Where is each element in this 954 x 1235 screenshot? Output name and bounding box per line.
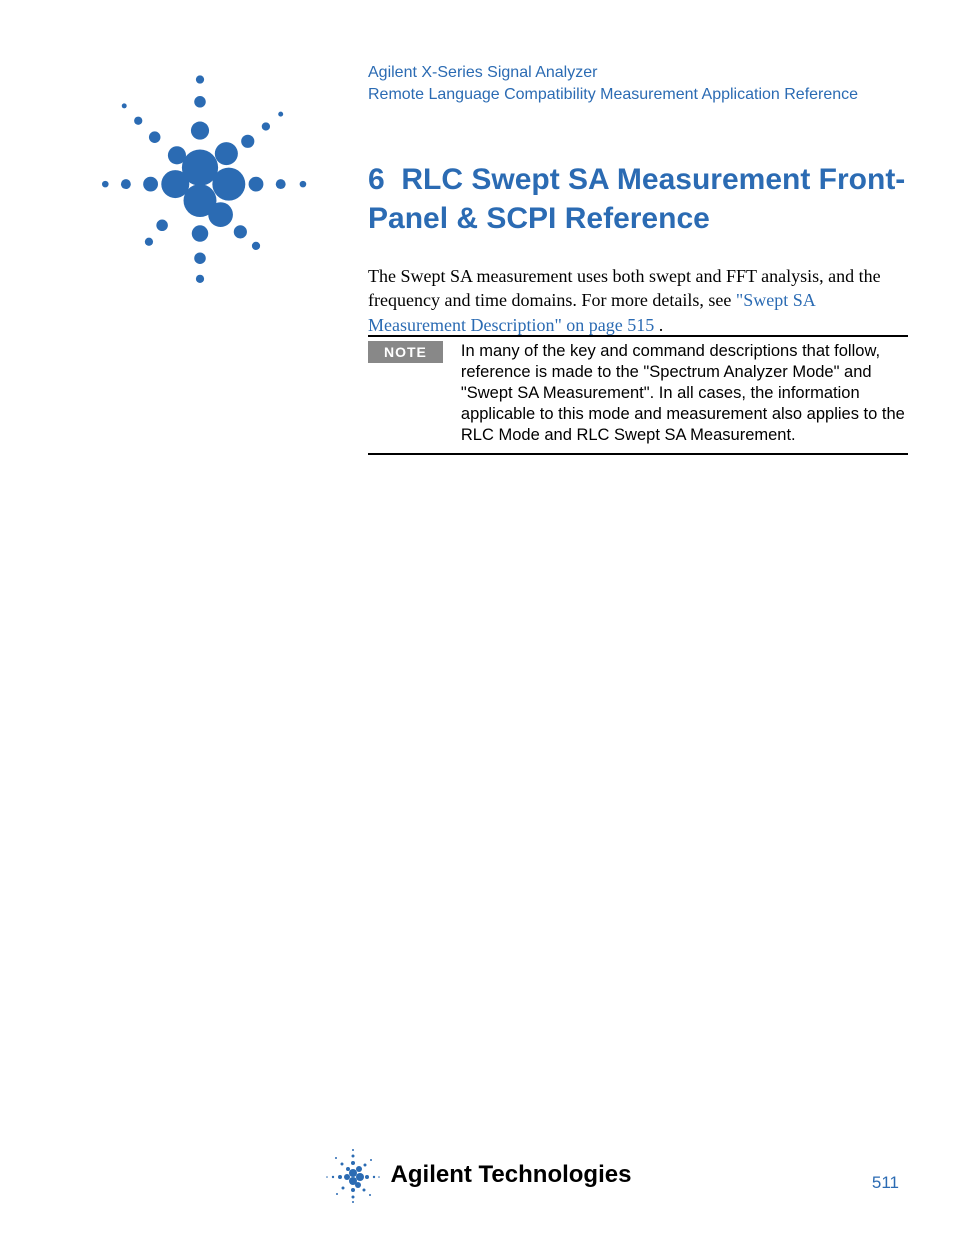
chapter-title-text: RLC Swept SA Measurement Front-Panel & S… — [368, 163, 905, 235]
note-text: In many of the key and command descripti… — [461, 341, 908, 447]
note-label: NOTE — [368, 341, 443, 363]
agilent-spark-icon — [323, 1145, 383, 1205]
chapter-number: 6 — [368, 163, 385, 196]
chapter-title: 6 RLC Swept SA Measurement Front-Panel &… — [368, 160, 908, 238]
note-block: NOTE In many of the key and command desc… — [368, 335, 908, 455]
header-line2: Remote Language Compatibility Measuremen… — [368, 84, 858, 106]
intro-suffix: . — [654, 315, 663, 335]
page-footer: Agilent Technologies — [0, 1145, 954, 1205]
header-line1: Agilent X-Series Signal Analyzer — [368, 62, 858, 84]
intro-paragraph: The Swept SA measurement uses both swept… — [368, 264, 908, 337]
doc-header: Agilent X-Series Signal Analyzer Remote … — [368, 62, 858, 105]
agilent-spark-logo — [60, 40, 340, 320]
page-number: 511 — [872, 1173, 899, 1193]
footer-company: Agilent Technologies — [391, 1161, 632, 1189]
